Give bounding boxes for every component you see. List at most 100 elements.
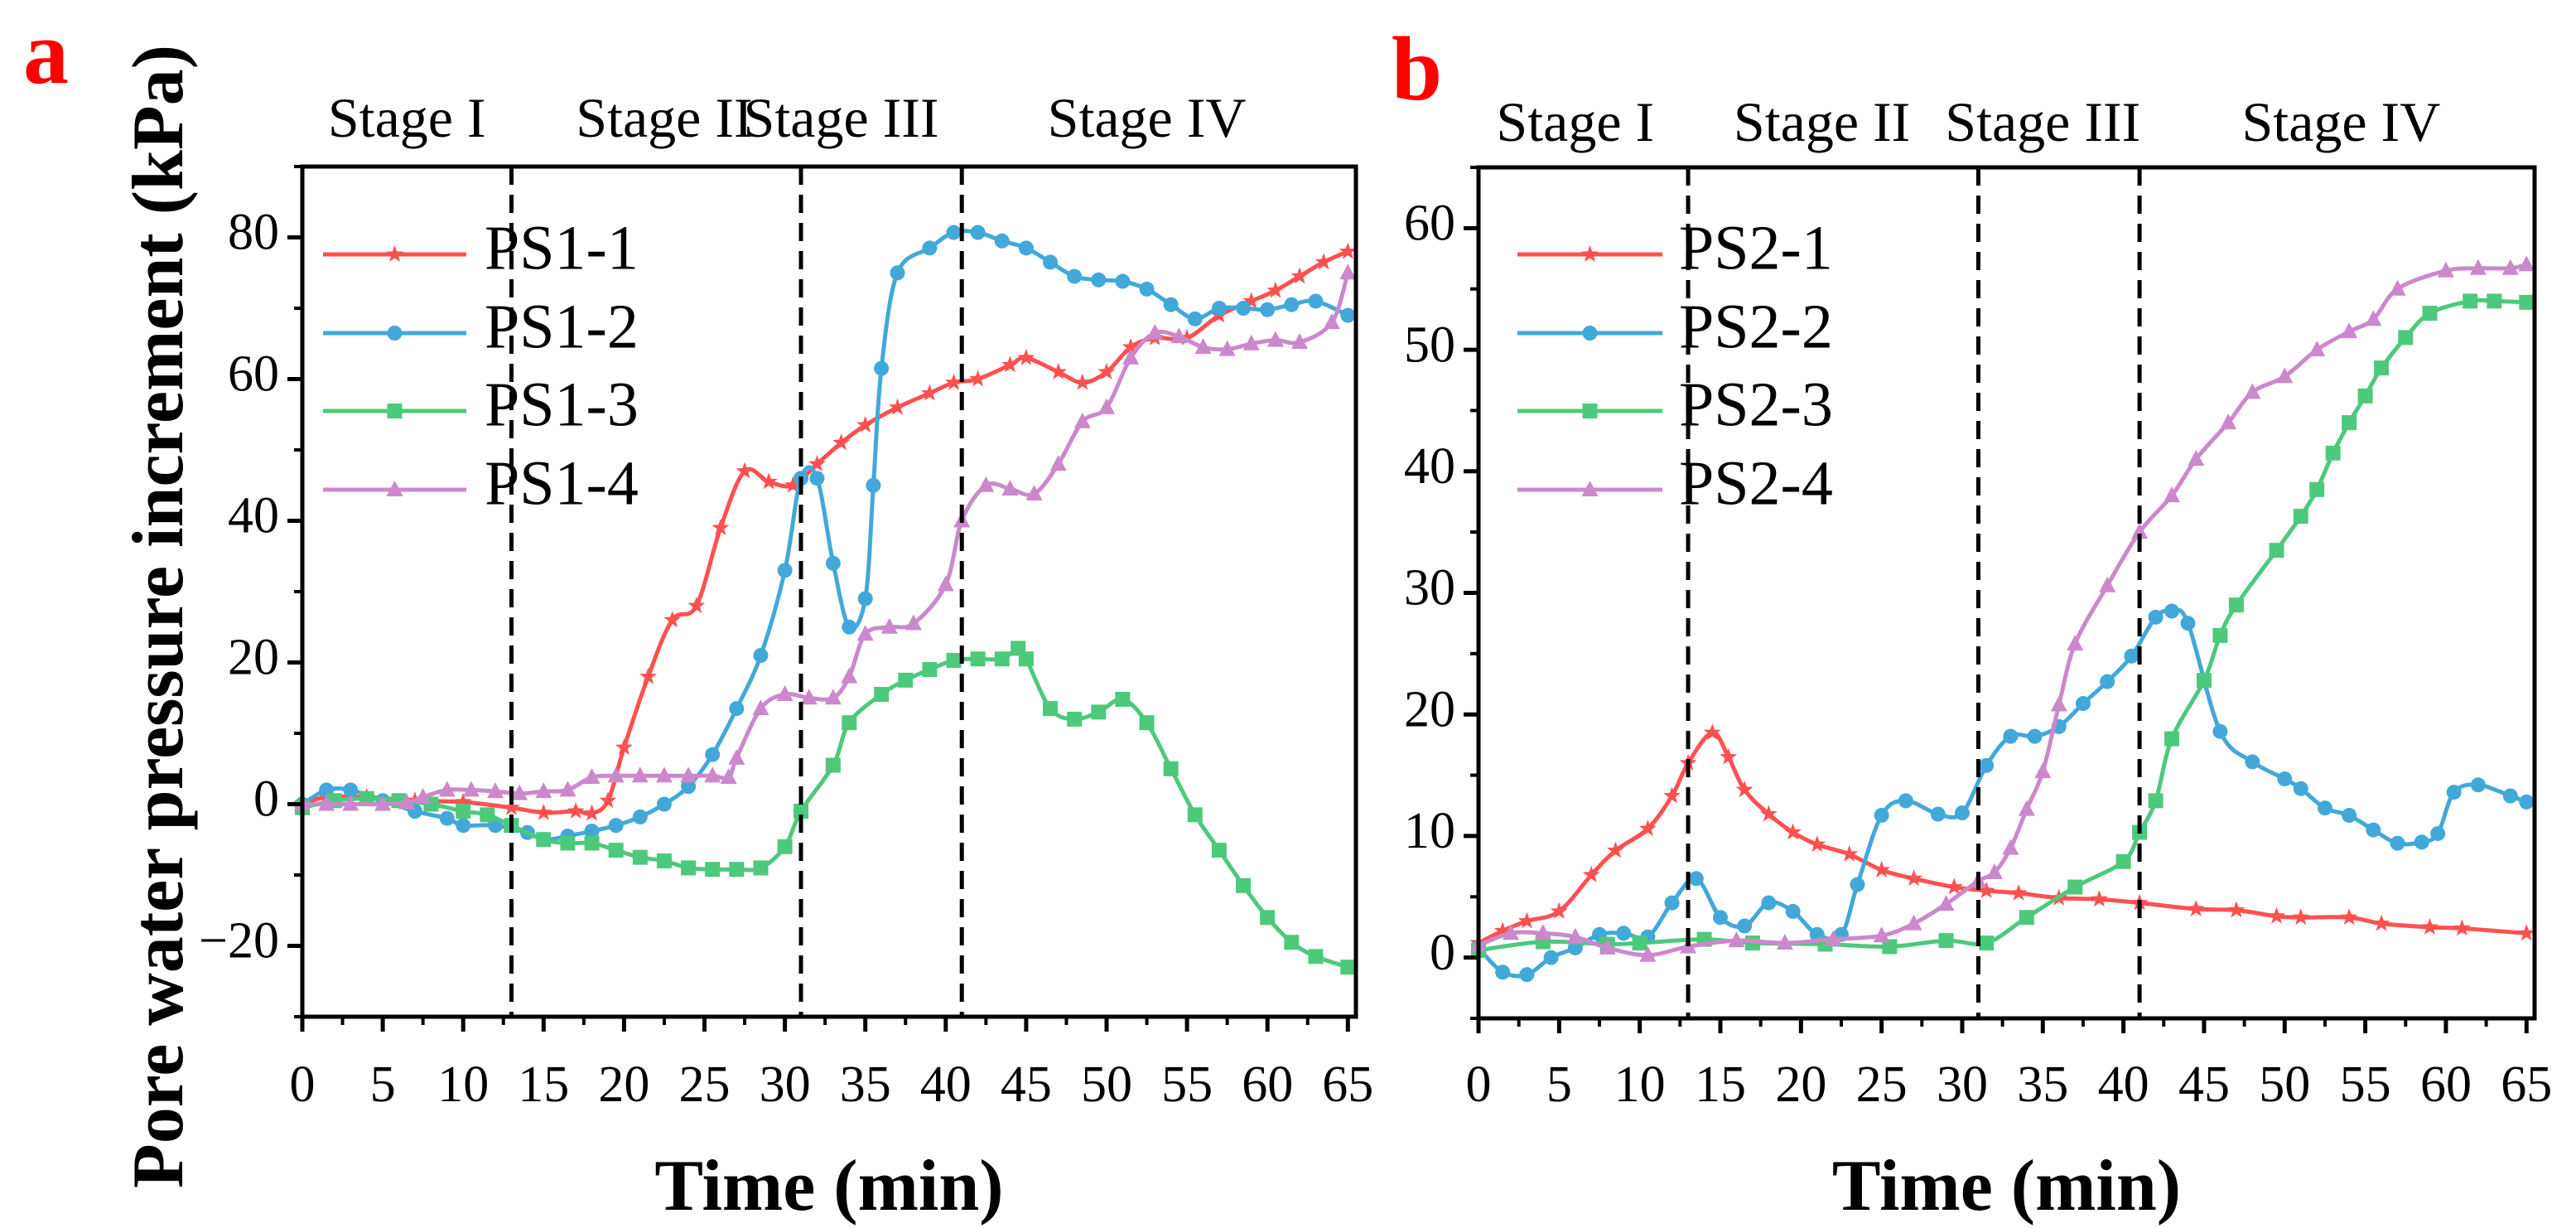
data-point bbox=[584, 835, 600, 851]
data-point bbox=[729, 701, 745, 717]
x-tick-label: 45 bbox=[2178, 1056, 2230, 1113]
data-point bbox=[2470, 777, 2486, 793]
series-line bbox=[1478, 262, 2527, 958]
x-tick-label: 50 bbox=[1081, 1056, 1132, 1113]
data-point bbox=[1001, 480, 1019, 496]
data-point bbox=[1502, 924, 1519, 940]
x-tick-label: 40 bbox=[920, 1056, 972, 1113]
data-point bbox=[2309, 481, 2325, 497]
data-point bbox=[1308, 293, 1324, 309]
data-point bbox=[2341, 322, 2358, 339]
data-point bbox=[842, 619, 857, 635]
data-point bbox=[2519, 294, 2535, 310]
data-point bbox=[937, 575, 954, 592]
data-point bbox=[857, 591, 873, 607]
data-point bbox=[1067, 711, 1083, 727]
legend-marker bbox=[386, 481, 403, 496]
data-point bbox=[2067, 879, 2083, 895]
data-point bbox=[632, 849, 648, 865]
data-point bbox=[2003, 728, 2019, 744]
data-point bbox=[1139, 281, 1155, 297]
data-point bbox=[825, 757, 841, 773]
data-point bbox=[890, 265, 905, 281]
data-point bbox=[584, 823, 600, 839]
x-tick-label: 55 bbox=[1161, 1056, 1213, 1113]
data-point bbox=[2453, 919, 2471, 936]
data-point bbox=[454, 792, 472, 810]
data-point bbox=[1122, 348, 1140, 365]
y-tick-label: 80 bbox=[228, 205, 279, 261]
data-point bbox=[1163, 761, 1179, 776]
data-point bbox=[889, 398, 906, 415]
stage-label: Stage I bbox=[1496, 90, 1654, 153]
legend: PS1-1 PS1-2 PS1-3 PS1-4 bbox=[323, 213, 639, 518]
series-line bbox=[1477, 730, 2527, 945]
data-point bbox=[2293, 781, 2308, 796]
data-point bbox=[1001, 355, 1019, 373]
x-tick-label: 35 bbox=[840, 1056, 891, 1113]
data-point bbox=[1905, 914, 1922, 931]
data-point bbox=[1873, 861, 1891, 877]
data-point bbox=[2501, 259, 2519, 275]
data-point bbox=[1979, 757, 1995, 773]
data-point bbox=[1211, 843, 1227, 858]
data-point bbox=[776, 684, 794, 701]
data-point bbox=[2212, 627, 2228, 643]
y-tick-label: 40 bbox=[228, 488, 279, 544]
x-tick-label: 0 bbox=[290, 1056, 316, 1113]
series-ps1-2 bbox=[295, 225, 1356, 848]
data-point bbox=[414, 787, 432, 804]
data-point bbox=[1187, 311, 1203, 326]
data-point bbox=[922, 662, 938, 678]
data-point bbox=[2164, 731, 2180, 747]
data-point bbox=[1097, 398, 1115, 414]
data-point bbox=[583, 804, 601, 821]
data-point bbox=[1236, 877, 1252, 893]
x-tick-label: 20 bbox=[1775, 1056, 1826, 1113]
data-point bbox=[2389, 279, 2406, 296]
x-tick-label: 30 bbox=[1937, 1056, 1988, 1113]
data-point bbox=[874, 360, 890, 376]
data-point bbox=[2196, 673, 2212, 689]
data-point bbox=[705, 862, 721, 877]
legend-marker bbox=[1581, 245, 1599, 262]
series-ps2-3 bbox=[1471, 293, 2535, 958]
data-point bbox=[1873, 926, 1890, 943]
data-point bbox=[608, 818, 624, 834]
data-point bbox=[1290, 267, 1309, 284]
data-point bbox=[1599, 938, 1616, 955]
data-point bbox=[687, 597, 706, 613]
panel-label: b bbox=[1392, 18, 1442, 119]
data-point bbox=[1308, 949, 1324, 965]
y-tick-label: 50 bbox=[1404, 317, 1455, 373]
data-point bbox=[2487, 293, 2502, 309]
y-tick-label: 0 bbox=[253, 771, 279, 828]
data-point bbox=[318, 795, 335, 811]
data-point bbox=[1759, 805, 1778, 822]
data-point bbox=[1049, 363, 1068, 380]
data-point bbox=[639, 667, 657, 684]
legend-item: PS1-4 bbox=[323, 448, 639, 518]
data-point bbox=[1663, 786, 1681, 804]
data-point bbox=[536, 832, 552, 848]
data-point bbox=[1018, 240, 1034, 256]
data-point bbox=[1550, 902, 1568, 919]
stage-label: Stage III bbox=[744, 86, 939, 149]
data-point bbox=[487, 782, 504, 799]
data-point bbox=[1266, 281, 1285, 298]
data-point bbox=[832, 433, 850, 451]
data-point bbox=[1218, 340, 1236, 356]
data-point bbox=[1784, 823, 1802, 840]
data-point bbox=[1115, 273, 1131, 289]
data-point bbox=[1720, 747, 1738, 765]
legend-item: PS1-3 bbox=[323, 370, 639, 439]
data-point bbox=[2366, 822, 2381, 838]
data-point bbox=[2124, 648, 2139, 664]
data-point bbox=[898, 672, 914, 688]
data-point bbox=[462, 781, 480, 797]
data-point bbox=[1712, 910, 1728, 926]
data-point bbox=[1017, 348, 1035, 365]
data-point bbox=[439, 810, 455, 826]
data-point bbox=[1091, 272, 1107, 288]
